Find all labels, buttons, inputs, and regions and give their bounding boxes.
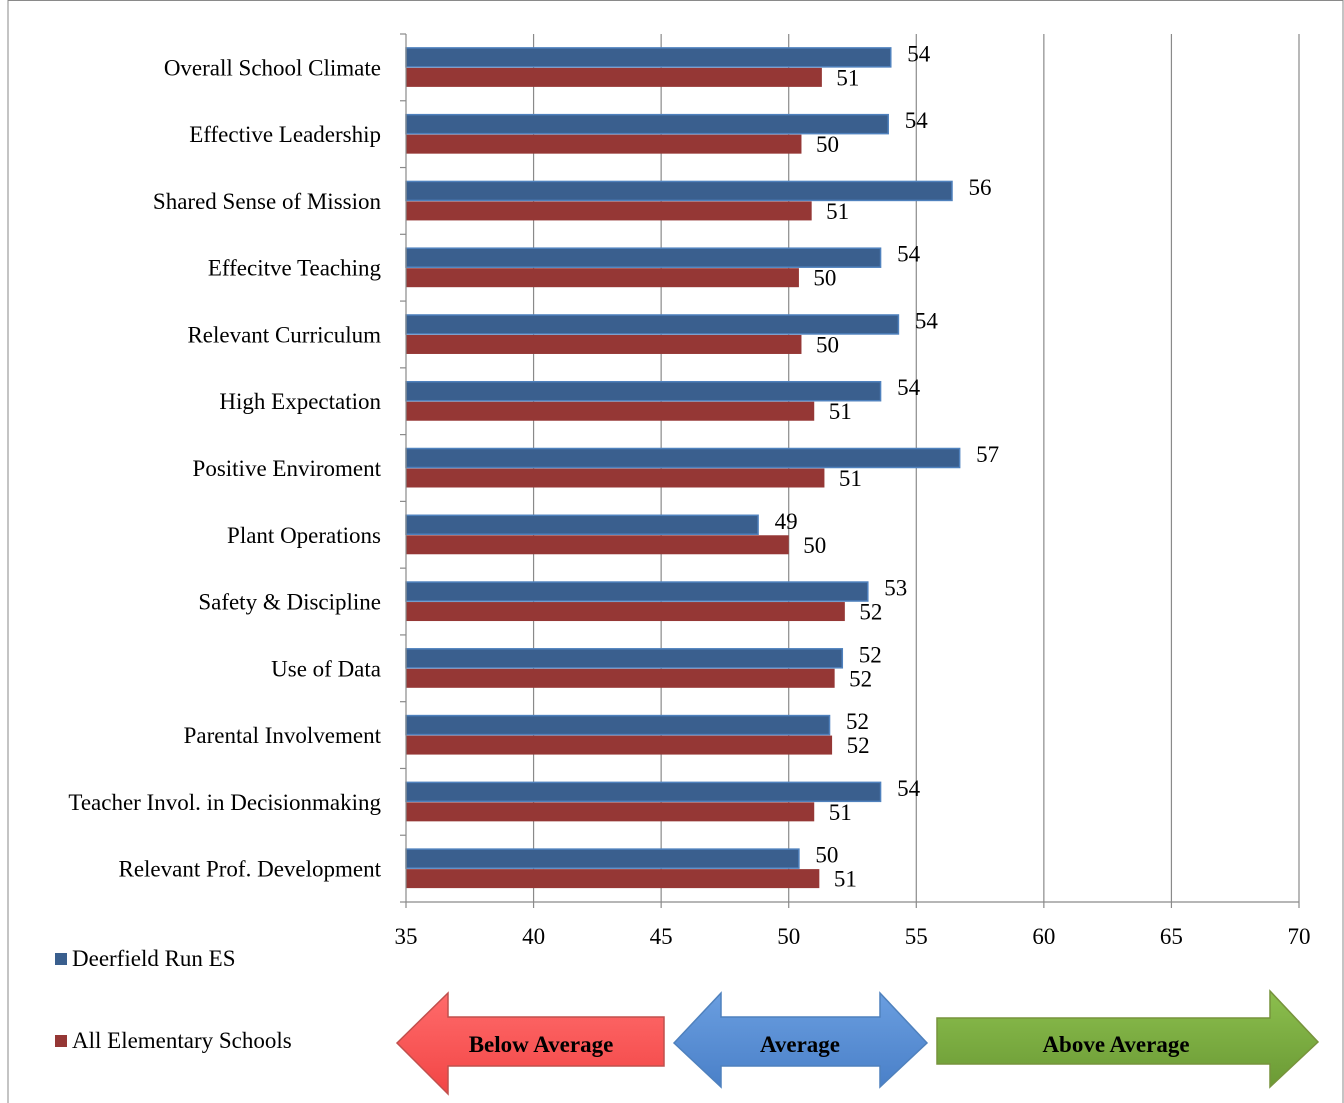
data-label-all-elementary: 51	[826, 199, 849, 224]
bar-deerfield	[405, 648, 844, 669]
data-label-all-elementary: 51	[836, 65, 859, 90]
data-label-deerfield: 49	[775, 509, 798, 534]
bar-deerfield	[405, 447, 961, 469]
category-label: Effective Leadership	[189, 122, 381, 147]
bar-all-elementary	[406, 535, 789, 555]
x-tick-label: 40	[522, 924, 545, 949]
data-label-deerfield: 52	[846, 709, 869, 734]
legend-swatch	[55, 1035, 67, 1047]
data-label-all-elementary: 50	[813, 266, 836, 291]
bar-all-elementary	[406, 802, 815, 822]
bar-deerfield	[405, 380, 882, 402]
legend-swatch	[55, 953, 67, 965]
bar-all-elementary	[406, 334, 802, 354]
data-label-all-elementary: 52	[859, 600, 882, 625]
data-label-all-elementary: 51	[829, 399, 852, 424]
data-label-all-elementary: 51	[834, 867, 857, 892]
bar-all-elementary	[406, 401, 815, 421]
range-bands: Below Average Average Above Average	[395, 989, 1320, 1096]
category-label: Safety & Discipline	[198, 590, 381, 615]
bar-all-elementary	[406, 201, 812, 221]
x-tick-label: 45	[650, 924, 673, 949]
data-label-deerfield: 53	[884, 576, 907, 601]
category-label: Parental Involvement	[184, 723, 382, 748]
bar-all-elementary	[406, 468, 825, 488]
category-label: Relevant Curriculum	[187, 322, 381, 347]
legend: Deerfield Run ES All Elementary Schools	[55, 946, 292, 1053]
bar-deerfield	[405, 113, 889, 135]
category-label: Effecitve Teaching	[208, 256, 382, 281]
band-label: Above Average	[1042, 1032, 1189, 1057]
bar-all-elementary	[406, 602, 845, 622]
data-label-deerfield: 54	[897, 776, 921, 801]
data-label-deerfield: 52	[859, 642, 882, 667]
category-label: Teacher Invol. in Decisionmaking	[68, 790, 381, 815]
x-tick-label: 65	[1160, 924, 1183, 949]
bar-deerfield	[405, 47, 892, 68]
x-tick-label: 60	[1032, 924, 1055, 949]
category-label: Overall School Climate	[164, 55, 381, 80]
category-label: Relevant Prof. Development	[118, 857, 381, 882]
x-tick-label: 50	[777, 924, 800, 949]
data-label-all-elementary: 51	[829, 800, 852, 825]
data-label-deerfield: 54	[905, 108, 929, 133]
bar-deerfield	[405, 581, 869, 602]
category-label: High Expectation	[219, 389, 381, 414]
data-label-deerfield: 54	[907, 41, 931, 66]
bar-all-elementary	[406, 67, 822, 87]
bar-all-elementary	[406, 268, 799, 288]
bar-deerfield	[405, 714, 831, 736]
bar-deerfield	[405, 848, 800, 869]
bar-all-elementary	[406, 134, 802, 154]
bar-deerfield	[405, 247, 882, 268]
category-label: Positive Enviroment	[193, 456, 382, 481]
bar-deerfield	[405, 514, 759, 536]
data-label-deerfield: 57	[976, 442, 999, 467]
data-label-deerfield: 56	[969, 175, 992, 200]
data-label-all-elementary: 52	[849, 666, 872, 691]
bar-all-elementary	[406, 735, 833, 755]
average-arrow	[672, 991, 929, 1089]
labels: Overall School Climate 54 51 Effective Lead…	[68, 41, 999, 891]
bars	[405, 47, 961, 889]
data-label-deerfield: 50	[815, 843, 838, 868]
data-label-all-elementary: 50	[803, 533, 826, 558]
category-label: Shared Sense of Mission	[153, 189, 382, 214]
axes: 35 40 45 50 55 60 65 70	[395, 33, 1311, 949]
band-label: Below Average	[469, 1032, 614, 1057]
band-label: Average	[760, 1032, 840, 1057]
data-label-deerfield: 54	[897, 242, 921, 267]
bar-all-elementary	[406, 668, 835, 688]
bar-all-elementary	[406, 869, 820, 889]
legend-label: All Elementary Schools	[72, 1028, 292, 1053]
x-tick-label: 55	[905, 924, 928, 949]
data-label-deerfield: 54	[915, 308, 939, 333]
bar-deerfield	[405, 180, 953, 202]
legend-label: Deerfield Run ES	[72, 946, 236, 971]
data-label-all-elementary: 50	[816, 332, 839, 357]
x-tick-label: 70	[1288, 924, 1311, 949]
data-label-all-elementary: 52	[847, 733, 870, 758]
below-average-arrow	[395, 991, 665, 1096]
bar-deerfield	[405, 781, 882, 803]
data-label-all-elementary: 50	[816, 132, 839, 157]
data-label-deerfield: 54	[897, 375, 921, 400]
category-label: Plant Operations	[227, 523, 381, 548]
category-label: Use of Data	[271, 656, 381, 681]
data-label-all-elementary: 51	[839, 466, 862, 491]
above-average-arrow	[936, 989, 1320, 1089]
x-tick-label: 35	[395, 924, 418, 949]
bar-deerfield	[405, 314, 900, 335]
